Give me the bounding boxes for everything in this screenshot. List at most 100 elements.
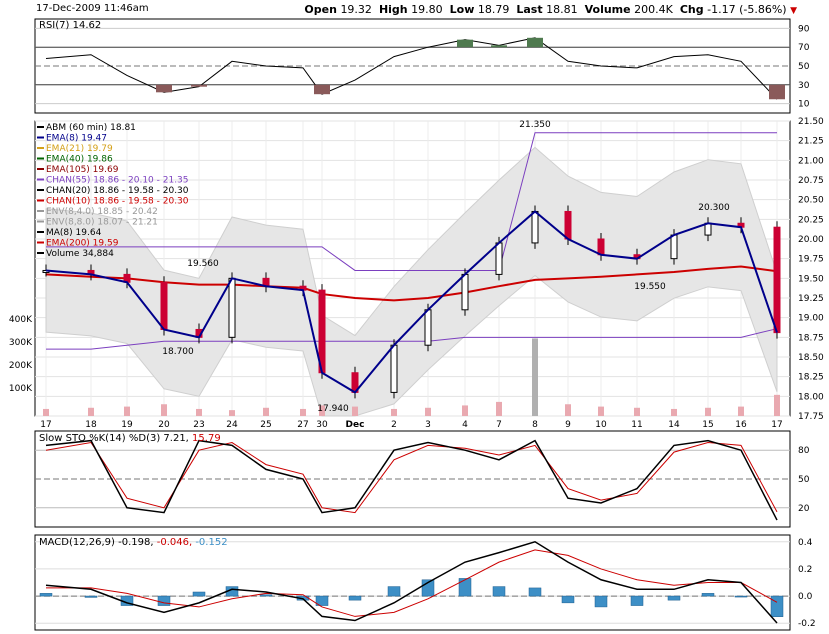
macd-signal-line [46,549,778,617]
macd-label: MACD(12,26,9) -0.198, -0.046, -0.152 [39,537,228,548]
legend-entry: MA(8) 19.64 [46,228,102,238]
legend-entry: CHAN(55) 18.86 - 20.10 - 21.35 [46,176,189,186]
price-annotation: 18.700 [162,347,194,357]
candle-body [597,238,605,256]
candle-body [160,281,168,330]
date-label: 16 [735,420,747,430]
date-label: 17 [771,420,782,430]
price-tick-label: 19.00 [798,314,824,324]
macd-histogram-bar [667,595,681,601]
high-value: 19.80 [411,3,443,16]
candle-body [670,234,678,260]
volume-bar [425,407,431,416]
volume-bar [496,401,502,416]
date-label: 27 [297,420,308,430]
price-tick-label: 18.75 [798,333,824,343]
volume-bar [263,407,269,416]
volume-bar [124,406,130,416]
legend-entry: EMA(21) 19.79 [46,144,113,154]
volume-bar [705,407,711,416]
macd-value: MACD(12,26,9) -0.198, [39,537,157,548]
high-label: High [378,3,408,16]
rsi-panel: 90 70 50 30 10 RSI(7) 14.62 [34,18,810,114]
date-label: 18 [85,420,97,430]
rsi-oversold-fill [769,84,785,100]
macd-histogram-bar [561,595,575,604]
macd-histogram-bar [387,586,401,597]
rsi-label: RSI(7) 14.62 [39,20,101,31]
legend-entry: EMA(40) 19.86 [46,155,113,165]
legend-entry: EMA(8) 19.47 [46,134,107,144]
volume-label: Volume [584,3,631,16]
macd-tick-label: 0.2 [798,565,812,575]
volume-tick-label: 200K [9,361,33,371]
timestamp: 17-Dec-2009 11:46am [36,3,149,14]
date-label: 25 [260,420,271,430]
date-label: 3 [425,420,431,430]
macd-tick-label: -0.2 [798,619,816,629]
volume-bar [161,404,167,416]
price-tick-label: 21.25 [798,137,824,147]
macd-histogram-bar [770,595,784,617]
rsi-tick-label: 50 [798,62,810,72]
macd-histogram-bar [734,595,748,598]
volume-bar [319,405,325,416]
candle-body [495,242,503,275]
legend-entry: EMA(200) 19.59 [46,239,119,249]
volume-value: 200.4K [634,3,673,16]
macd-histogram-bar [259,594,273,597]
quote-summary: Open 19.32 High 19.80 Low 18.79 Last 18.… [304,3,797,16]
legend-entry: ENV(8,8.0) 18.07 - 21.21 [46,218,158,228]
rsi-overbought-fill [527,37,543,48]
volume-bar [229,410,235,416]
rsi-tick-label: 70 [798,43,810,53]
macd-histogram-bar [458,578,472,597]
price-tick-label: 18.50 [798,353,824,363]
rsi-oversold-fill [156,84,172,93]
volume-bar [671,408,677,416]
volume-bar [43,408,49,416]
macd-histogram-bar [39,593,53,597]
rsi-overbought-fill [457,39,473,48]
price-tick-label: 20.75 [798,176,824,186]
date-label: 7 [496,420,502,430]
ema200-line [45,265,778,302]
volume-tick-label: 100K [9,384,33,394]
macd-histogram-bar [492,586,506,597]
price-annotation: 17.940 [317,404,349,414]
macd-histogram-value: -0.152 [195,537,227,548]
price-annotation: 20.300 [698,203,730,213]
chg-label: Chg [679,3,704,16]
date-label: 2 [391,420,397,430]
macd-histogram-bar [157,595,171,606]
date-label: 24 [226,420,238,430]
price-tick-label: 21.50 [798,117,824,127]
candle-body [531,210,539,244]
sto-d-value: 15.79 [192,433,221,444]
candle-body [461,273,469,311]
volume-tick-label: 400K [9,315,33,325]
rsi-overbought-fill [491,45,507,48]
volume-bar [598,406,604,416]
low-label: Low [449,3,475,16]
last-label: Last [516,3,543,16]
macd-frame [34,534,791,631]
legend-entry: CHAN(20) 18.86 - 19.58 - 20.30 [46,186,189,196]
ema8-line [45,210,778,394]
macd-line [45,540,778,624]
down-arrow-icon: ▼ [790,6,797,16]
price-tick-label: 18.00 [798,392,824,402]
rsi-tick-label: 90 [798,24,810,34]
macd-histogram-bar [84,595,98,598]
date-label: 17 [40,420,51,430]
date-label: 8 [532,420,538,430]
price-panel: 21.50 21.25 21.00 20.75 20.50 20.25 20.00 19.75… [9,117,824,430]
price-tick-label: 20.00 [798,235,824,245]
price-tick-label: 20.50 [798,196,824,206]
candle-body [228,277,236,338]
legend-entry: Volume 34,884 [46,249,114,259]
open-label: Open [304,3,337,16]
rsi-oversold-fill [191,84,207,87]
macd-histogram-bar [630,595,644,606]
